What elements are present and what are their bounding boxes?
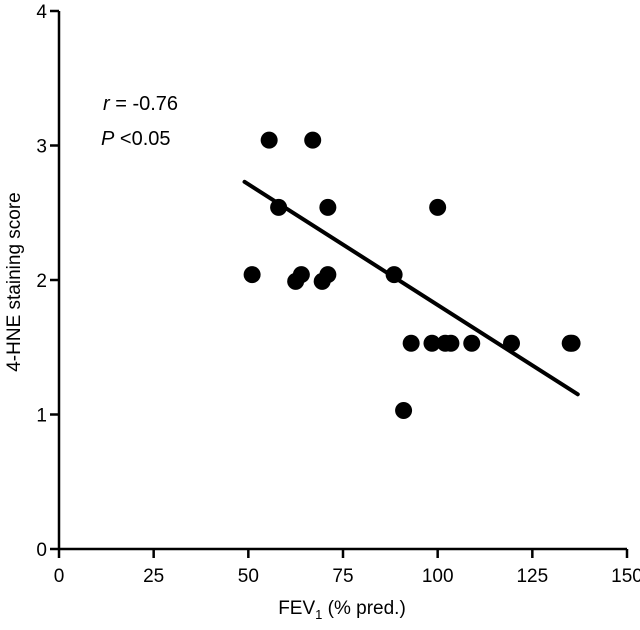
x-tick-label: 25 [143, 566, 164, 587]
data-point [260, 131, 278, 149]
data-point [402, 334, 420, 352]
x-tick-label: 0 [54, 566, 65, 587]
x-tick-label: 150 [611, 566, 640, 587]
y-tick-label: 4 [36, 2, 47, 23]
data-points [243, 131, 581, 419]
data-point [395, 401, 413, 419]
x-tick-label: 75 [332, 566, 353, 587]
x-tick-label: 125 [516, 566, 548, 587]
y-tick-label: 1 [36, 406, 47, 427]
data-point [442, 334, 460, 352]
r-annotation: r = -0.76 [103, 93, 178, 115]
axes: 0 1 2 3 4 0 25 50 75 100 125 150 [36, 2, 640, 587]
y-tick-label: 0 [36, 540, 47, 561]
data-point [429, 198, 447, 216]
data-point [463, 334, 481, 352]
p-annotation: P <0.05 [101, 128, 171, 150]
regression-line-path [242, 179, 580, 397]
x-tick-label: 50 [238, 566, 259, 587]
data-point [319, 266, 337, 284]
data-point [243, 266, 261, 284]
regression-line [242, 179, 580, 397]
y-tick-label: 3 [36, 137, 47, 158]
data-point [304, 131, 322, 149]
data-point [319, 198, 337, 216]
data-point [563, 334, 581, 352]
y-tick-label: 2 [36, 271, 47, 292]
data-point [423, 334, 441, 352]
data-point [292, 266, 310, 284]
x-axis-title: FEV1 (% pred.) [278, 598, 406, 622]
x-tick-label: 100 [422, 566, 454, 587]
y-axis-title: 4-HNE staining score [4, 192, 25, 372]
